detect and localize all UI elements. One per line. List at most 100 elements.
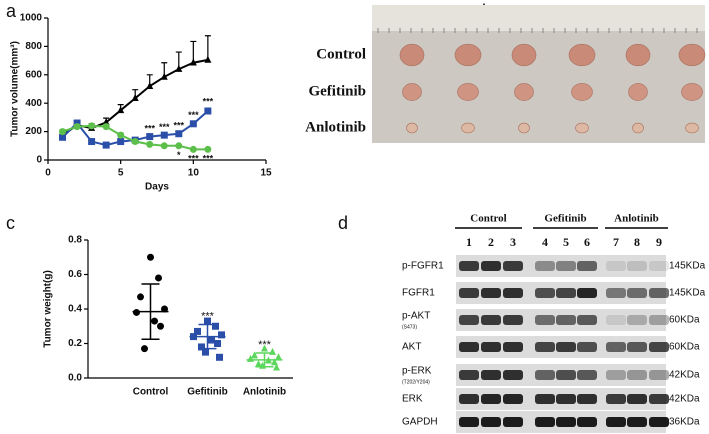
y-tick-label: 400 xyxy=(25,98,42,109)
lane-number: 4 xyxy=(542,235,548,249)
lane-number: 9 xyxy=(656,235,662,249)
marker xyxy=(88,138,96,146)
y-tick-label: 0.0 xyxy=(68,373,82,384)
marker xyxy=(146,133,154,141)
band xyxy=(606,315,626,325)
marker xyxy=(117,138,125,146)
panel-letter: d xyxy=(338,213,348,233)
marker xyxy=(102,118,110,126)
marker xyxy=(151,317,158,325)
error-bar xyxy=(255,352,274,368)
marker xyxy=(73,123,81,131)
band xyxy=(627,288,647,298)
band xyxy=(577,394,597,404)
marker xyxy=(212,322,219,330)
lane-number: 6 xyxy=(584,235,590,249)
tumor xyxy=(454,43,482,67)
marker xyxy=(137,293,144,301)
band xyxy=(649,370,669,380)
band xyxy=(649,288,669,298)
marker xyxy=(202,348,209,356)
group-label: Gefitinib xyxy=(544,213,586,225)
size-label: 42KDa xyxy=(669,370,700,381)
band xyxy=(627,315,647,325)
marker xyxy=(59,133,67,141)
band xyxy=(649,394,669,404)
marker xyxy=(255,360,262,367)
row-label: Gefitinib xyxy=(308,83,366,99)
marker xyxy=(189,145,197,153)
band xyxy=(627,342,647,352)
significance: *** xyxy=(203,97,214,107)
tumor xyxy=(457,83,479,101)
size-label: 60KDa xyxy=(669,315,700,326)
y-tick-label: 0.4 xyxy=(68,304,82,315)
marker xyxy=(155,274,162,282)
y-axis-label: Tumor weight(g) xyxy=(43,270,54,348)
marker xyxy=(216,353,223,361)
band xyxy=(481,261,501,271)
band xyxy=(481,342,501,352)
tumor xyxy=(568,43,596,67)
band xyxy=(556,261,576,271)
marker xyxy=(157,322,164,330)
band xyxy=(556,394,576,404)
significance: *** xyxy=(159,122,170,132)
significance: *** xyxy=(188,154,199,164)
marker xyxy=(204,145,212,153)
tumor xyxy=(681,83,703,101)
band xyxy=(459,261,479,271)
x-tick-label: Gefitinib xyxy=(187,387,228,398)
band xyxy=(481,370,501,380)
band xyxy=(459,288,479,298)
band xyxy=(535,394,555,404)
lane-number: 8 xyxy=(634,235,640,249)
band xyxy=(649,261,669,271)
marker xyxy=(208,336,215,344)
y-tick-label: 0.2 xyxy=(68,338,82,349)
band xyxy=(577,370,597,380)
marker xyxy=(204,317,211,325)
photo-ruler xyxy=(372,5,705,31)
band xyxy=(459,417,479,427)
x-tick-label: 10 xyxy=(188,168,200,179)
tumor xyxy=(685,122,699,134)
size-label: 145KDa xyxy=(669,261,706,272)
band xyxy=(649,315,669,325)
marker xyxy=(160,131,168,139)
marker xyxy=(175,142,183,150)
band xyxy=(503,288,523,298)
blot-strip xyxy=(456,255,666,277)
band xyxy=(459,342,479,352)
row-label: ERK xyxy=(402,394,423,405)
band xyxy=(577,261,597,271)
band xyxy=(535,370,555,380)
band xyxy=(503,394,523,404)
marker xyxy=(273,363,280,371)
significance: * xyxy=(177,150,181,160)
marker xyxy=(198,343,205,351)
row-sublabel: (T202/Y204) xyxy=(402,379,430,385)
band xyxy=(649,417,669,427)
size-label: 60KDa xyxy=(669,342,700,353)
band xyxy=(481,417,501,427)
marker xyxy=(275,353,282,361)
marker xyxy=(160,72,168,80)
x-tick-label: Control xyxy=(133,387,169,398)
marker xyxy=(175,64,183,72)
band xyxy=(503,261,523,271)
marker xyxy=(271,358,278,366)
x-tick-label: 15 xyxy=(260,168,272,179)
marker xyxy=(141,345,148,353)
band xyxy=(459,394,479,404)
band xyxy=(606,417,626,427)
band xyxy=(503,342,523,352)
band xyxy=(627,394,647,404)
y-tick-label: 800 xyxy=(25,41,42,52)
band xyxy=(481,394,501,404)
marker xyxy=(133,308,140,316)
band xyxy=(627,370,647,380)
marker xyxy=(131,138,139,146)
marker xyxy=(251,351,258,359)
